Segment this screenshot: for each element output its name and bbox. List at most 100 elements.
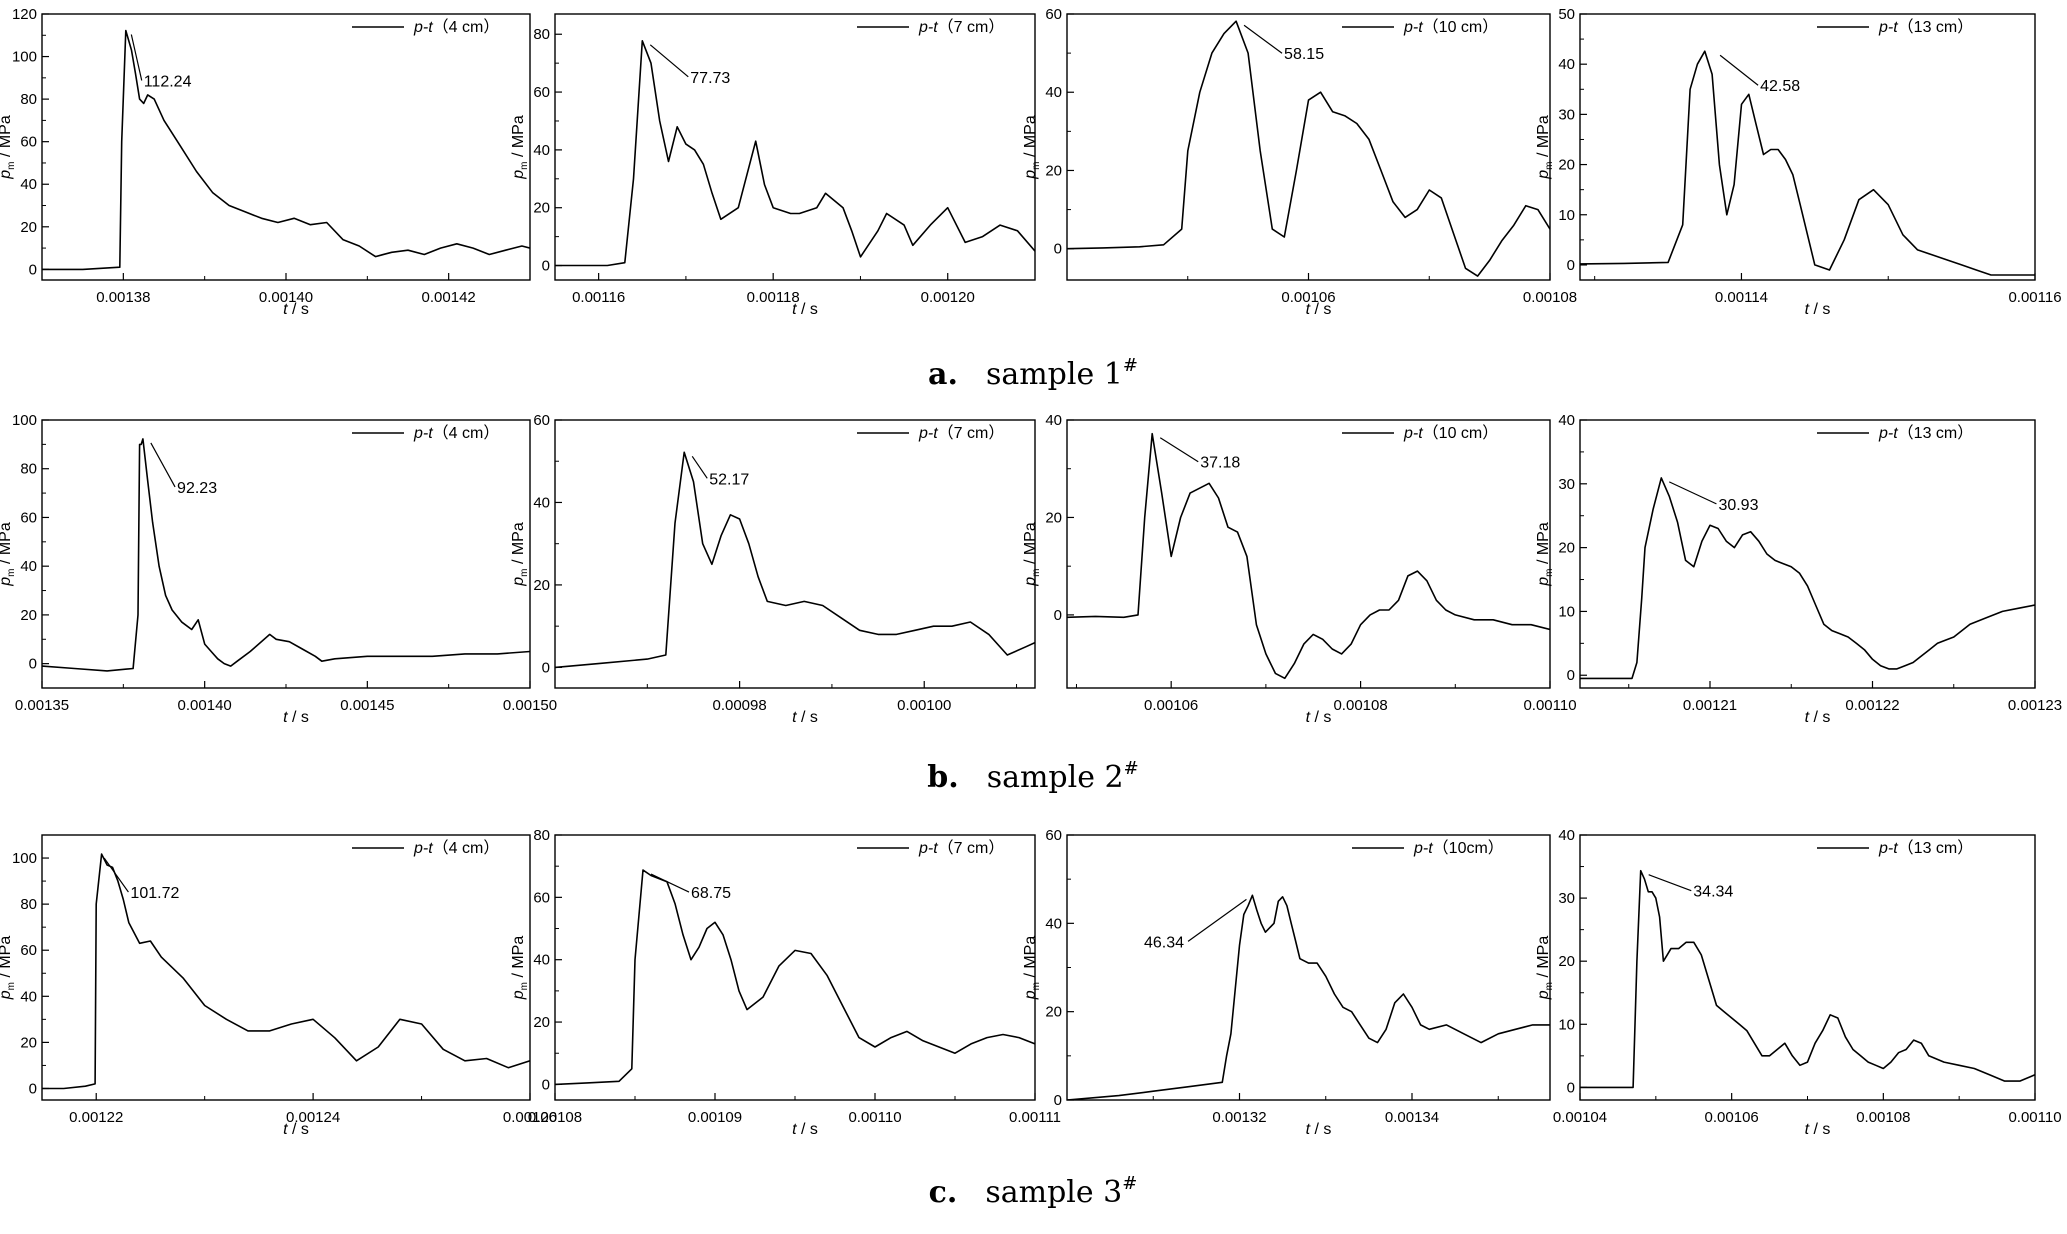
y-axis-label-symbol: p xyxy=(0,990,14,1000)
x-axis-label: t / s xyxy=(1805,1121,1831,1138)
row-caption-letter: c. xyxy=(929,1175,958,1210)
legend-label-detail: （10 cm） xyxy=(1423,424,1499,442)
chart-panel: 0 10 20 30 40 0.00121 0.00122 0.00123 pm / MPa t … xyxy=(1535,412,2062,726)
plot-frame xyxy=(1579,419,2036,689)
row-caption-label: sample 3 xyxy=(985,1175,1122,1210)
row-caption-label: sample 1 xyxy=(986,357,1123,392)
y-axis-label-subscript: m xyxy=(1031,161,1042,169)
x-tick-label: 0.00138 xyxy=(96,289,150,306)
plot-frame xyxy=(554,419,1036,689)
x-tick-label: 0.00132 xyxy=(1212,1109,1266,1126)
x-tick-label: 0.00106 xyxy=(1705,1109,1759,1126)
x-tick-label: 0.00098 xyxy=(712,697,766,714)
y-axis-label-unit: / MPa xyxy=(0,115,14,161)
x-tick-label: 0.00124 xyxy=(286,1109,340,1126)
y-tick-label: 80 xyxy=(20,461,37,478)
y-tick-label: 0 xyxy=(1054,607,1062,624)
legend-label-symbol: p-t xyxy=(918,425,938,442)
y-tick-label: 0 xyxy=(1567,257,1575,274)
legend-label-detail: （7 cm） xyxy=(938,424,1005,442)
y-axis-label-subscript: m xyxy=(1544,161,1555,169)
legend-label: p-t（13 cm） xyxy=(1878,18,1973,36)
legend-label-detail: （10cm） xyxy=(1433,839,1504,857)
x-axis-label: t / s xyxy=(283,709,309,726)
legend-label-detail: （4 cm） xyxy=(433,839,500,857)
y-axis-label-unit: / MPa xyxy=(1535,115,1552,161)
legend-label: p-t（13 cm） xyxy=(1878,424,1973,442)
y-axis-label-symbol: p xyxy=(1535,990,1552,1000)
y-tick-label: 0 xyxy=(542,659,550,676)
y-tick-label: 120 xyxy=(12,6,37,23)
chart-panel: 0 10 20 30 40 50 0.00114 0.00116 pm / MPa t / s 42… xyxy=(1535,6,2062,318)
x-axis-label: t / s xyxy=(1306,709,1332,726)
y-tick-label: 10 xyxy=(1558,603,1575,620)
x-axis-label-symbol: t xyxy=(792,709,797,726)
y-tick-label: 20 xyxy=(533,1014,550,1031)
x-axis-label: t / s xyxy=(792,301,818,318)
x-axis-label-symbol: t xyxy=(1306,709,1311,726)
y-axis-label-subscript: m xyxy=(1544,982,1555,990)
legend-label: p-t（4 cm） xyxy=(413,18,499,36)
x-axis-label: t / s xyxy=(283,301,309,318)
series-line xyxy=(1067,432,1550,680)
y-tick-label: 60 xyxy=(1045,827,1062,844)
x-axis-label-symbol: t xyxy=(283,709,288,726)
y-tick-label: 80 xyxy=(20,896,37,913)
row-caption-sup: # xyxy=(1123,355,1138,376)
x-tick-label: 0.00120 xyxy=(921,289,975,306)
x-tick-label: 0.00108 xyxy=(1523,289,1577,306)
y-tick-label: 60 xyxy=(533,412,550,429)
peak-leader-line xyxy=(103,857,129,893)
x-axis-label-unit: / s xyxy=(797,1121,818,1138)
y-axis-label-subscript: m xyxy=(1031,982,1042,990)
y-axis-label-symbol: p xyxy=(1022,170,1039,180)
x-tick-label: 0.00118 xyxy=(747,289,800,306)
y-axis-label-subscript: m xyxy=(519,161,530,169)
peak-value-label: 30.93 xyxy=(1718,497,1758,514)
series-line xyxy=(555,869,1035,1086)
peak-value-label: 68.75 xyxy=(691,885,731,902)
y-tick-label: 60 xyxy=(20,942,37,959)
x-axis-label-unit: / s xyxy=(1310,301,1331,318)
y-axis-label-symbol: p xyxy=(1535,170,1552,180)
peak-leader-line xyxy=(130,34,143,81)
x-axis-label-unit: / s xyxy=(288,1121,309,1138)
plot-frame xyxy=(41,834,531,1101)
legend-label-symbol: p-t xyxy=(1878,840,1898,857)
x-tick-label: 0.00104 xyxy=(1553,1109,1607,1126)
plot-frame xyxy=(1066,419,1551,689)
row-caption-letter: a. xyxy=(928,357,958,392)
series-line xyxy=(42,438,530,672)
series-line xyxy=(42,853,530,1090)
x-axis-label-unit: / s xyxy=(1310,709,1331,726)
plot-frame xyxy=(41,419,531,689)
y-axis-label-subscript: m xyxy=(519,568,530,576)
y-axis-label: pm / MPa xyxy=(0,522,17,587)
y-axis-label: pm / MPa xyxy=(1535,522,1555,587)
y-tick-label: 60 xyxy=(533,889,550,906)
plot-frame xyxy=(554,13,1036,281)
x-axis-label: t / s xyxy=(1805,301,1831,318)
y-tick-label: 30 xyxy=(1558,106,1575,123)
y-axis-label-unit: / MPa xyxy=(1022,936,1039,982)
x-axis-label-symbol: t xyxy=(1306,1121,1311,1138)
legend-label: p-t（7 cm） xyxy=(918,839,1004,857)
y-axis-label-unit: / MPa xyxy=(510,522,527,568)
legend-label: p-t（10cm） xyxy=(1413,839,1504,857)
legend-label-symbol: p-t xyxy=(1403,425,1423,442)
x-axis-label: t / s xyxy=(1805,709,1831,726)
x-axis-label-unit: / s xyxy=(1809,709,1830,726)
y-tick-label: 0 xyxy=(1567,1079,1575,1096)
x-axis-label-symbol: t xyxy=(283,301,288,318)
peak-value-label: 46.34 xyxy=(1144,934,1184,951)
x-tick-label: 0.00135 xyxy=(15,697,69,714)
y-axis-label-unit: / MPa xyxy=(510,936,527,982)
y-tick-label: 80 xyxy=(20,91,37,108)
row-caption-b: b. sample 2# xyxy=(927,758,1138,795)
x-axis-label: t / s xyxy=(1306,301,1332,318)
y-tick-label: 50 xyxy=(1558,6,1575,23)
plot-frame xyxy=(1066,834,1551,1101)
y-tick-label: 0 xyxy=(29,261,37,278)
